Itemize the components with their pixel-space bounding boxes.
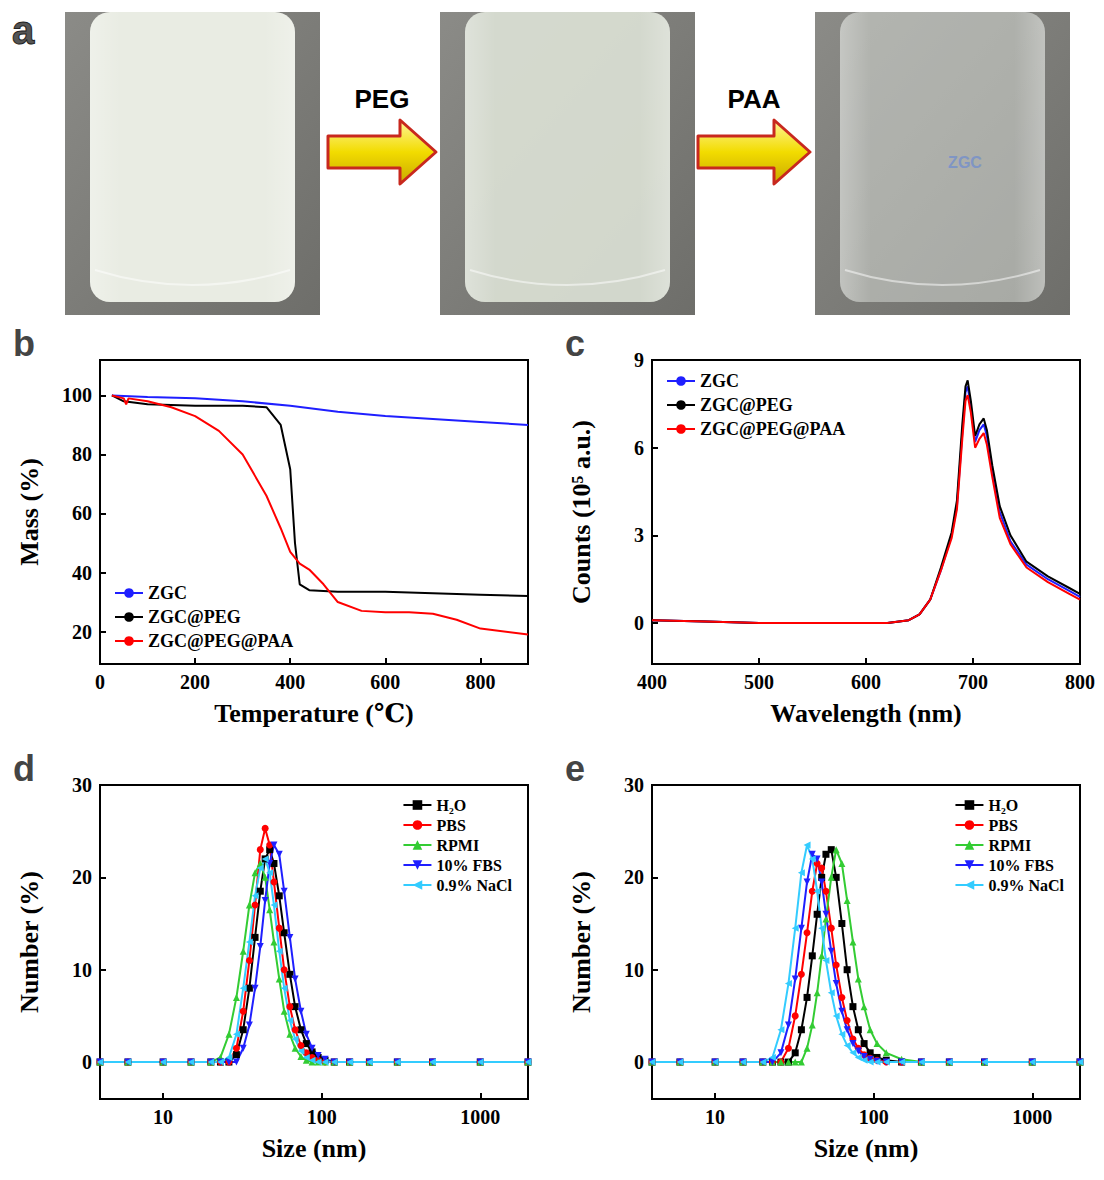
svg-text:Temperature (℃): Temperature (℃) (214, 699, 413, 728)
svg-text:ZGC@PEG@PAA: ZGC@PEG@PAA (148, 631, 293, 651)
svg-text:800: 800 (465, 671, 495, 693)
svg-text:20: 20 (624, 866, 644, 888)
svg-text:30: 30 (624, 774, 644, 796)
svg-text:80: 80 (72, 443, 92, 465)
svg-text:d: d (13, 748, 35, 789)
svg-text:H₂O: H₂O (988, 797, 1018, 814)
svg-text:400: 400 (275, 671, 305, 693)
svg-text:30: 30 (72, 774, 92, 796)
svg-text:Size (nm): Size (nm) (262, 1134, 367, 1163)
svg-text:PAA: PAA (728, 84, 781, 114)
svg-text:1000: 1000 (1012, 1106, 1052, 1128)
svg-text:40: 40 (72, 562, 92, 584)
svg-text:ZGC: ZGC (948, 154, 982, 171)
svg-text:RPMI: RPMI (988, 837, 1031, 854)
svg-text:b: b (13, 323, 35, 364)
svg-text:PBS: PBS (988, 817, 1017, 834)
svg-text:100: 100 (859, 1106, 889, 1128)
svg-text:0.9% NaCl: 0.9% NaCl (988, 877, 1064, 894)
svg-text:500: 500 (744, 671, 774, 693)
svg-text:PEG: PEG (355, 84, 410, 114)
svg-text:800: 800 (1065, 671, 1095, 693)
svg-text:60: 60 (72, 502, 92, 524)
svg-text:ZGC@PEG@PAA: ZGC@PEG@PAA (700, 419, 845, 439)
svg-text:10% FBS: 10% FBS (988, 857, 1053, 874)
svg-text:c: c (565, 323, 585, 364)
svg-text:100: 100 (307, 1106, 337, 1128)
svg-text:10: 10 (153, 1106, 173, 1128)
svg-text:ZGC: ZGC (700, 371, 739, 391)
svg-text:Number (%): Number (%) (15, 871, 44, 1013)
svg-text:10: 10 (624, 959, 644, 981)
svg-text:10: 10 (72, 959, 92, 981)
svg-text:Counts (10⁵ a.u.): Counts (10⁵ a.u.) (567, 420, 596, 604)
svg-text:600: 600 (851, 671, 881, 693)
svg-text:a: a (12, 8, 35, 52)
svg-text:10: 10 (705, 1106, 725, 1128)
svg-text:ZGC@PEG: ZGC@PEG (700, 395, 793, 415)
svg-text:200: 200 (180, 671, 210, 693)
svg-text:PBS: PBS (436, 817, 465, 834)
svg-text:RPMI: RPMI (436, 837, 479, 854)
svg-text:1000: 1000 (460, 1106, 500, 1128)
svg-text:e: e (565, 748, 585, 789)
svg-text:3: 3 (634, 524, 644, 546)
svg-text:100: 100 (62, 384, 92, 406)
svg-text:ZGC: ZGC (148, 583, 187, 603)
svg-text:H₂O: H₂O (436, 797, 466, 814)
svg-text:0: 0 (82, 1051, 92, 1073)
svg-text:0: 0 (634, 612, 644, 634)
svg-text:Wavelength (nm): Wavelength (nm) (770, 699, 961, 728)
svg-text:Size (nm): Size (nm) (814, 1134, 919, 1163)
svg-text:Mass (%): Mass (%) (15, 458, 44, 566)
svg-text:10% FBS: 10% FBS (436, 857, 501, 874)
svg-text:0.9% NaCl: 0.9% NaCl (436, 877, 512, 894)
svg-text:9: 9 (634, 349, 644, 371)
svg-text:6: 6 (634, 437, 644, 459)
svg-text:0: 0 (95, 671, 105, 693)
svg-text:20: 20 (72, 866, 92, 888)
svg-text:Number (%): Number (%) (567, 871, 596, 1013)
svg-text:700: 700 (958, 671, 988, 693)
svg-text:ZGC@PEG: ZGC@PEG (148, 607, 241, 627)
svg-text:20: 20 (72, 621, 92, 643)
svg-text:0: 0 (634, 1051, 644, 1073)
svg-text:600: 600 (370, 671, 400, 693)
svg-text:400: 400 (637, 671, 667, 693)
